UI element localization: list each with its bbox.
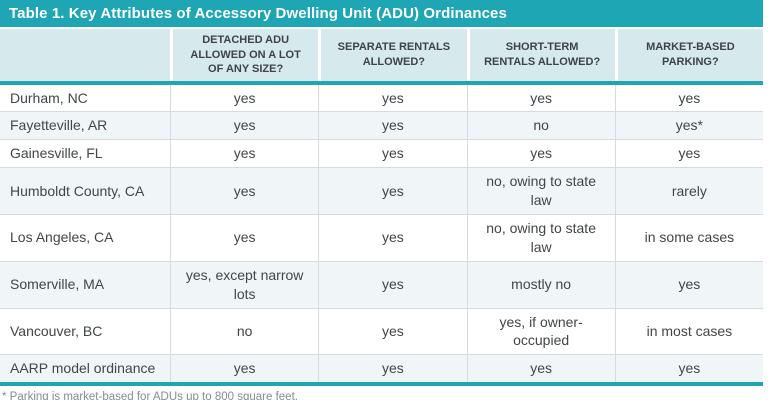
table-cell: yes xyxy=(466,140,615,168)
table-cell: rarely xyxy=(614,168,763,214)
table-cell: yes xyxy=(170,215,318,261)
table-row: Gainesville, FL yes yes yes yes xyxy=(0,139,763,168)
table-cell: mostly no xyxy=(466,261,615,308)
row-label: Durham, NC xyxy=(10,89,88,106)
row-label: Los Angeles, CA xyxy=(10,229,114,246)
table-header-row: DETACHED ADU ALLOWED ON A LOT OF ANY SIZ… xyxy=(0,29,763,81)
table-cell: yes xyxy=(318,261,466,308)
table-row: Fayetteville, AR yes yes no yes* xyxy=(0,111,763,140)
row-label: Humboldt County, CA xyxy=(10,182,145,199)
table-cell: in most cases xyxy=(614,308,763,355)
table-cell: yes xyxy=(170,355,318,383)
table-cell: yes xyxy=(318,168,466,214)
header-cell-detached-adu: DETACHED ADU ALLOWED ON A LOT OF ANY SIZ… xyxy=(170,29,319,81)
table-row: Humboldt County, CA yes yes no, owing to… xyxy=(0,167,763,214)
table-cell: yes xyxy=(466,84,615,112)
table-cell: yes xyxy=(170,112,318,140)
table-cell: yes xyxy=(466,355,615,383)
table-cell: yes, except narrow lots xyxy=(170,261,318,308)
table-cell: yes xyxy=(318,140,466,168)
row-label: Vancouver, BC xyxy=(10,323,103,339)
table-cell: no xyxy=(170,308,318,355)
header-cell-empty xyxy=(0,29,170,81)
table-cell: yes xyxy=(170,168,318,214)
table-cell: yes xyxy=(318,355,466,383)
asterisk-footnote: * Parking is market-based for ADUs up to… xyxy=(2,391,298,400)
table-cell: yes xyxy=(170,84,318,112)
table-cell: yes xyxy=(614,140,763,168)
header-divider xyxy=(0,80,763,85)
table-cell: yes* xyxy=(614,112,763,140)
table-cell: yes xyxy=(614,261,763,308)
table-cell: yes xyxy=(318,112,466,140)
table-cell: no, owing to state law xyxy=(466,168,615,214)
table-cell: yes, if owner-occupied xyxy=(466,308,615,355)
table-cell: yes xyxy=(170,140,318,168)
table-cell: yes xyxy=(318,308,466,355)
table-cell: yes xyxy=(614,84,763,112)
header-cell-market-based-parking: MARKET-BASED PARKING? xyxy=(614,29,763,81)
row-label: Gainesville, FL xyxy=(10,145,103,162)
row-label: AARP model ordinance xyxy=(10,360,156,377)
table-cell: no xyxy=(466,112,615,140)
table-row: Los Angeles, CA yes yes no, owing to sta… xyxy=(0,214,763,261)
header-cell-short-term-rentals: SHORT-TERM RENTALS ALLOWED? xyxy=(466,29,615,81)
table-cell: in some cases xyxy=(614,215,763,261)
table-title: Table 1. Key Attributes of Accessory Dwe… xyxy=(0,0,763,27)
table-cell: yes xyxy=(318,215,466,261)
row-label: Somerville, MA xyxy=(10,276,105,293)
header-cell-separate-rentals: SEPARATE RENTALS ALLOWED? xyxy=(318,29,467,81)
footnotes: * Parking is market-based for ADUs up to… xyxy=(0,386,763,400)
table-cell: yes xyxy=(318,84,466,112)
table-row: Vancouver, BC no yes yes, if owner-occup… xyxy=(0,307,763,355)
table-cell: no, owing to state law xyxy=(466,215,615,261)
table-row: Durham, NC yes yes yes yes xyxy=(0,84,763,112)
table-row: Somerville, MA yes, except narrow lots y… xyxy=(0,260,763,308)
table-cell: yes xyxy=(614,355,763,383)
footer-divider xyxy=(0,382,763,387)
table-row: AARP model ordinance yes yes yes yes xyxy=(0,354,763,383)
row-label: Fayetteville, AR xyxy=(10,117,108,134)
